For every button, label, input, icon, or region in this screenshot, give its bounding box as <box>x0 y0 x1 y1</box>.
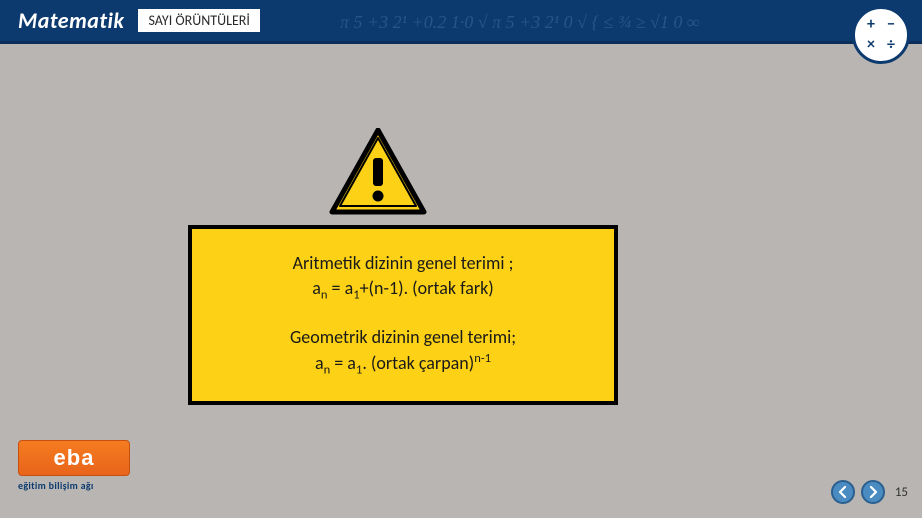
plus-icon: + <box>867 17 875 33</box>
decorative-math-pattern: π 5 +3 2¹ +0.2 1·0 √ π 5 +3 2¹ 0 √ { ≤ ¾… <box>340 0 852 44</box>
minus-icon: − <box>887 17 895 33</box>
operations-badge: + − × ÷ <box>852 6 910 64</box>
prev-button[interactable] <box>831 480 855 504</box>
page-number: 15 <box>895 485 908 500</box>
eba-logo: eba eğitim bilişim ağı <box>18 440 148 492</box>
geometric-title: Geometrik dizinin genel terimi; <box>290 325 516 350</box>
eba-logo-subtitle: eğitim bilişim ağı <box>18 479 148 492</box>
geometric-expression: an = a1. (ortak çarpan)n-1 <box>290 350 516 379</box>
arithmetic-expression: an = a1+(n-1). (ortak fark) <box>293 276 514 304</box>
navigation-area: 15 <box>831 480 908 504</box>
geometric-formula: Geometrik dizinin genel terimi; an = a1.… <box>290 325 516 379</box>
brand-label: Matematik <box>18 7 124 34</box>
page-title: SAYI ÖRÜNTÜLERİ <box>138 9 259 32</box>
arithmetic-title: Aritmetik dizinin genel terimi ; <box>293 251 514 276</box>
header-bar: Matematik SAYI ÖRÜNTÜLERİ π 5 +3 2¹ +0.2… <box>0 0 922 44</box>
eba-logo-box: eba <box>18 440 130 476</box>
divide-icon: ÷ <box>887 37 895 53</box>
arrow-right-icon <box>867 486 879 498</box>
next-button[interactable] <box>861 480 885 504</box>
arithmetic-formula: Aritmetik dizinin genel terimi ; an = a1… <box>293 251 514 304</box>
arrow-left-icon <box>837 486 849 498</box>
multiply-icon: × <box>867 37 875 53</box>
formula-box: Aritmetik dizinin genel terimi ; an = a1… <box>188 225 618 405</box>
warning-icon <box>328 128 428 216</box>
